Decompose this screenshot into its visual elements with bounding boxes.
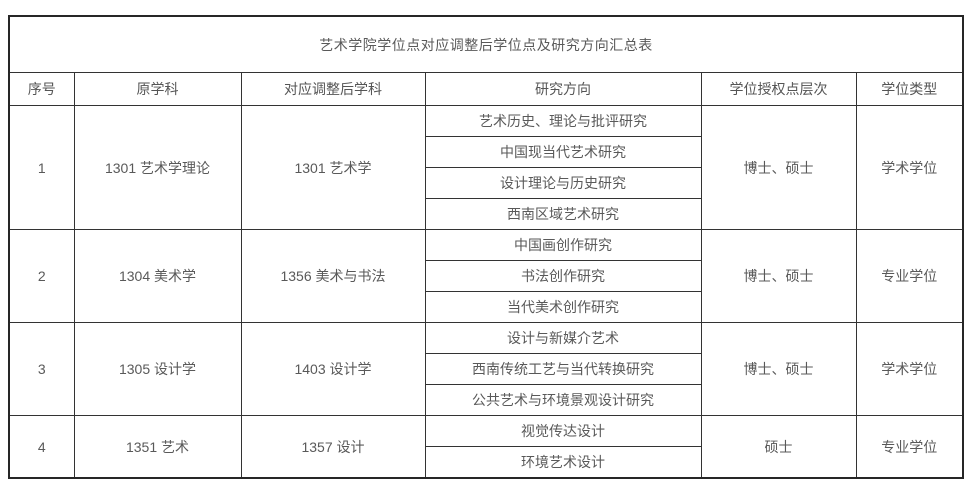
cell-research-direction: 西南区域艺术研究 <box>424 198 702 230</box>
table-row: 设计理论与历史研究 <box>9 167 963 199</box>
col-header-no: 序号 <box>8 72 75 106</box>
table-row: 当代美术创作研究 <box>9 291 963 323</box>
cell-adjusted-discipline: 1357 设计 <box>240 415 426 479</box>
col-header-research-direction: 研究方向 <box>424 72 702 106</box>
cell-adjusted-discipline: 1301 艺术学 <box>240 105 426 230</box>
cell-adjusted-discipline: 1403 设计学 <box>240 322 426 416</box>
cell-original-discipline: 1301 艺术学理论 <box>73 105 242 230</box>
cell-research-direction: 艺术历史、理论与批评研究 <box>424 105 702 137</box>
table-row: 西南传统工艺与当代转换研究 <box>9 353 963 385</box>
cell-original-discipline: 1305 设计学 <box>73 322 242 416</box>
table-row: 2 1304 美术学 1356 美术与书法 中国画创作研究 博士、硕士 专业学位 <box>8 229 964 323</box>
col-header-degree-level: 学位授权点层次 <box>700 72 857 106</box>
table-row: 4 1351 艺术 1357 设计 视觉传达设计 硕士 专业学位 <box>8 415 964 479</box>
cell-degree-level: 博士、硕士 <box>700 322 857 416</box>
header-row: 序号 原学科 对应调整后学科 研究方向 学位授权点层次 学位类型 <box>8 72 964 106</box>
col-header-adjusted-discipline: 对应调整后学科 <box>240 72 426 106</box>
col-header-degree-type: 学位类型 <box>855 72 964 106</box>
cell-degree-level: 博士、硕士 <box>700 229 857 323</box>
title-row: 艺术学院学位点对应调整后学位点及研究方向汇总表 <box>8 15 964 73</box>
cell-original-discipline: 1304 美术学 <box>73 229 242 323</box>
cell-research-direction: 西南传统工艺与当代转换研究 <box>424 353 702 385</box>
table-row: 公共艺术与环境景观设计研究 <box>9 384 963 416</box>
cell-research-direction: 书法创作研究 <box>424 260 702 292</box>
table-row: 中国现当代艺术研究 <box>9 136 963 168</box>
cell-research-direction: 设计理论与历史研究 <box>424 167 702 199</box>
cell-degree-type: 专业学位 <box>855 415 964 479</box>
cell-no: 3 <box>8 322 75 416</box>
table-row: 3 1305 设计学 1403 设计学 设计与新媒介艺术 博士、硕士 学术学位 <box>8 322 964 416</box>
cell-no: 1 <box>8 105 75 230</box>
cell-research-direction: 环境艺术设计 <box>424 446 702 479</box>
cell-research-direction: 中国现当代艺术研究 <box>424 136 702 168</box>
col-header-original-discipline: 原学科 <box>73 72 242 106</box>
cell-research-direction: 设计与新媒介艺术 <box>424 322 702 354</box>
cell-research-direction: 中国画创作研究 <box>424 229 702 261</box>
cell-degree-level: 博士、硕士 <box>700 105 857 230</box>
table-row: 书法创作研究 <box>9 260 963 292</box>
degree-summary-table: 艺术学院学位点对应调整后学位点及研究方向汇总表 序号 原学科 对应调整后学科 研… <box>8 15 964 479</box>
cell-degree-type: 学术学位 <box>855 105 964 230</box>
cell-research-direction: 公共艺术与环境景观设计研究 <box>424 384 702 416</box>
cell-adjusted-discipline: 1356 美术与书法 <box>240 229 426 323</box>
cell-original-discipline: 1351 艺术 <box>73 415 242 479</box>
table-title: 艺术学院学位点对应调整后学位点及研究方向汇总表 <box>8 15 964 73</box>
cell-no: 2 <box>8 229 75 323</box>
cell-degree-level: 硕士 <box>700 415 857 479</box>
cell-research-direction: 当代美术创作研究 <box>424 291 702 323</box>
table-row: 环境艺术设计 <box>9 446 963 479</box>
cell-research-direction: 视觉传达设计 <box>424 415 702 447</box>
cell-no: 4 <box>8 415 75 479</box>
table-row: 1 1301 艺术学理论 1301 艺术学 艺术历史、理论与批评研究 博士、硕士… <box>8 105 964 230</box>
cell-degree-type: 专业学位 <box>855 229 964 323</box>
cell-degree-type: 学术学位 <box>855 322 964 416</box>
